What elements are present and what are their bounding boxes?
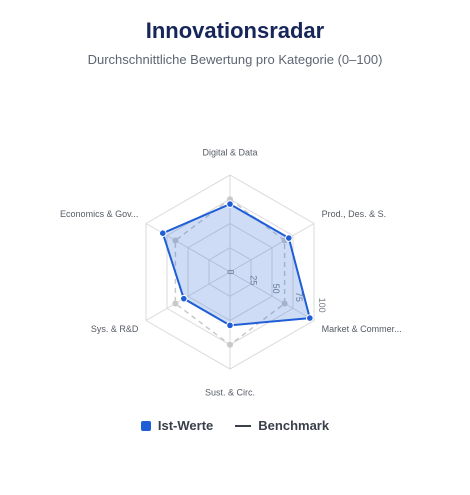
category-label: Prod., Des. & S. bbox=[322, 209, 387, 219]
legend-label-ist: Ist-Werte bbox=[157, 418, 214, 433]
chart-title: Innovationsradar bbox=[145, 18, 325, 43]
radar-grid: 0 25 50 75 100 bbox=[145, 174, 327, 370]
ist-point bbox=[306, 314, 314, 322]
legend-label-benchmark: Benchmark bbox=[258, 418, 330, 433]
chart-subtitle: Durchschnittliche Bewertung pro Kategori… bbox=[87, 52, 383, 67]
legend-swatch-benchmark bbox=[235, 424, 252, 427]
chart-legend: Ist-Werte Benchmark bbox=[0, 418, 470, 433]
benchmark-point bbox=[227, 341, 233, 348]
legend-item-benchmark[interactable]: Benchmark bbox=[235, 418, 329, 433]
category-label: Sys. & R&D bbox=[91, 324, 139, 334]
ist-point bbox=[226, 200, 234, 208]
benchmark-point bbox=[172, 300, 179, 307]
radar-series bbox=[158, 196, 314, 348]
legend-swatch-ist bbox=[140, 420, 151, 431]
category-label: Market & Commer... bbox=[322, 324, 402, 334]
ist-point bbox=[285, 234, 293, 242]
category-label: Economics & Gov... bbox=[60, 209, 138, 219]
benchmark-point bbox=[281, 300, 288, 307]
category-label: Sust. & Circ. bbox=[205, 387, 255, 397]
tick-label: 25 bbox=[248, 275, 258, 285]
ist-point bbox=[158, 229, 167, 237]
tick-label: 50 bbox=[271, 284, 281, 294]
radar-labels: Digital & Data Prod., Des. & S. Market & C… bbox=[60, 147, 402, 397]
series-ist-area bbox=[161, 202, 312, 327]
ist-point bbox=[179, 294, 188, 303]
grid-spoke bbox=[145, 271, 231, 321]
tick-label: 100 bbox=[317, 298, 327, 313]
grid-spoke bbox=[229, 223, 315, 273]
tick-label: 0 bbox=[226, 269, 236, 274]
tick-label: 75 bbox=[294, 292, 304, 302]
grid-spoke bbox=[229, 271, 315, 321]
legend-item-ist[interactable]: Ist-Werte bbox=[140, 418, 214, 433]
category-label: Digital & Data bbox=[202, 147, 257, 157]
ist-point bbox=[226, 321, 234, 330]
benchmark-point bbox=[172, 237, 179, 244]
